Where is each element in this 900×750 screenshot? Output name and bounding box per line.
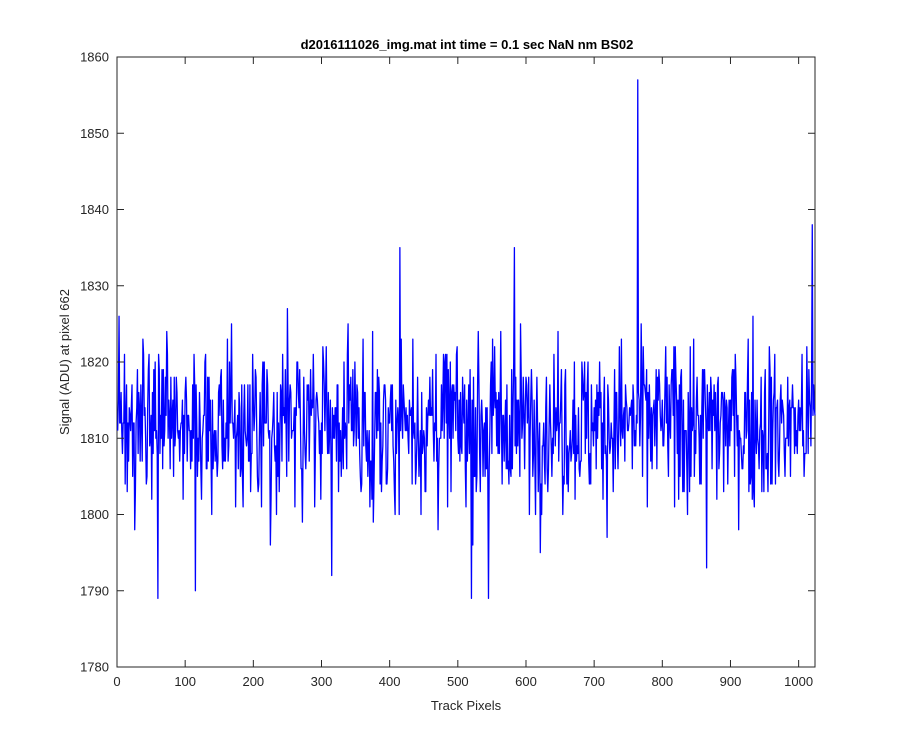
x-tick-label: 200 <box>242 674 264 689</box>
x-tick-label: 400 <box>379 674 401 689</box>
x-tick-label: 100 <box>174 674 196 689</box>
x-tick-label: 1000 <box>784 674 813 689</box>
series-line <box>117 79 816 600</box>
y-tick-label: 1810 <box>80 431 109 446</box>
y-tick-label: 1830 <box>80 278 109 293</box>
y-tick-label: 1800 <box>80 507 109 522</box>
x-tick-label: 800 <box>651 674 673 689</box>
x-axis-label: Track Pixels <box>431 698 502 713</box>
y-tick-label: 1790 <box>80 583 109 598</box>
plot-area <box>116 56 816 668</box>
x-tick-label: 0 <box>113 674 120 689</box>
y-tick-label: 1850 <box>80 126 109 141</box>
x-tick-label: 600 <box>515 674 537 689</box>
chart-title: d2016111026_img.mat int time = 0.1 sec N… <box>301 37 634 52</box>
y-tick-label: 1840 <box>80 202 109 217</box>
x-tick-label: 500 <box>447 674 469 689</box>
x-tick-label: 300 <box>311 674 333 689</box>
x-tick-label: 700 <box>583 674 605 689</box>
axes-box <box>116 56 816 668</box>
x-axis: 0 100 200 300 400 500 600 700 800 900 1000 <box>113 57 813 689</box>
y-axis-label: Signal (ADU) at pixel 662 <box>57 289 72 435</box>
x-tick-label: 900 <box>720 674 742 689</box>
y-tick-label: 1860 <box>80 50 109 65</box>
y-tick-label: 1820 <box>80 355 109 370</box>
y-tick-label: 1780 <box>80 660 109 675</box>
y-axis: 1780 1790 1800 1810 1820 1830 1840 1850 1860 <box>80 50 815 675</box>
